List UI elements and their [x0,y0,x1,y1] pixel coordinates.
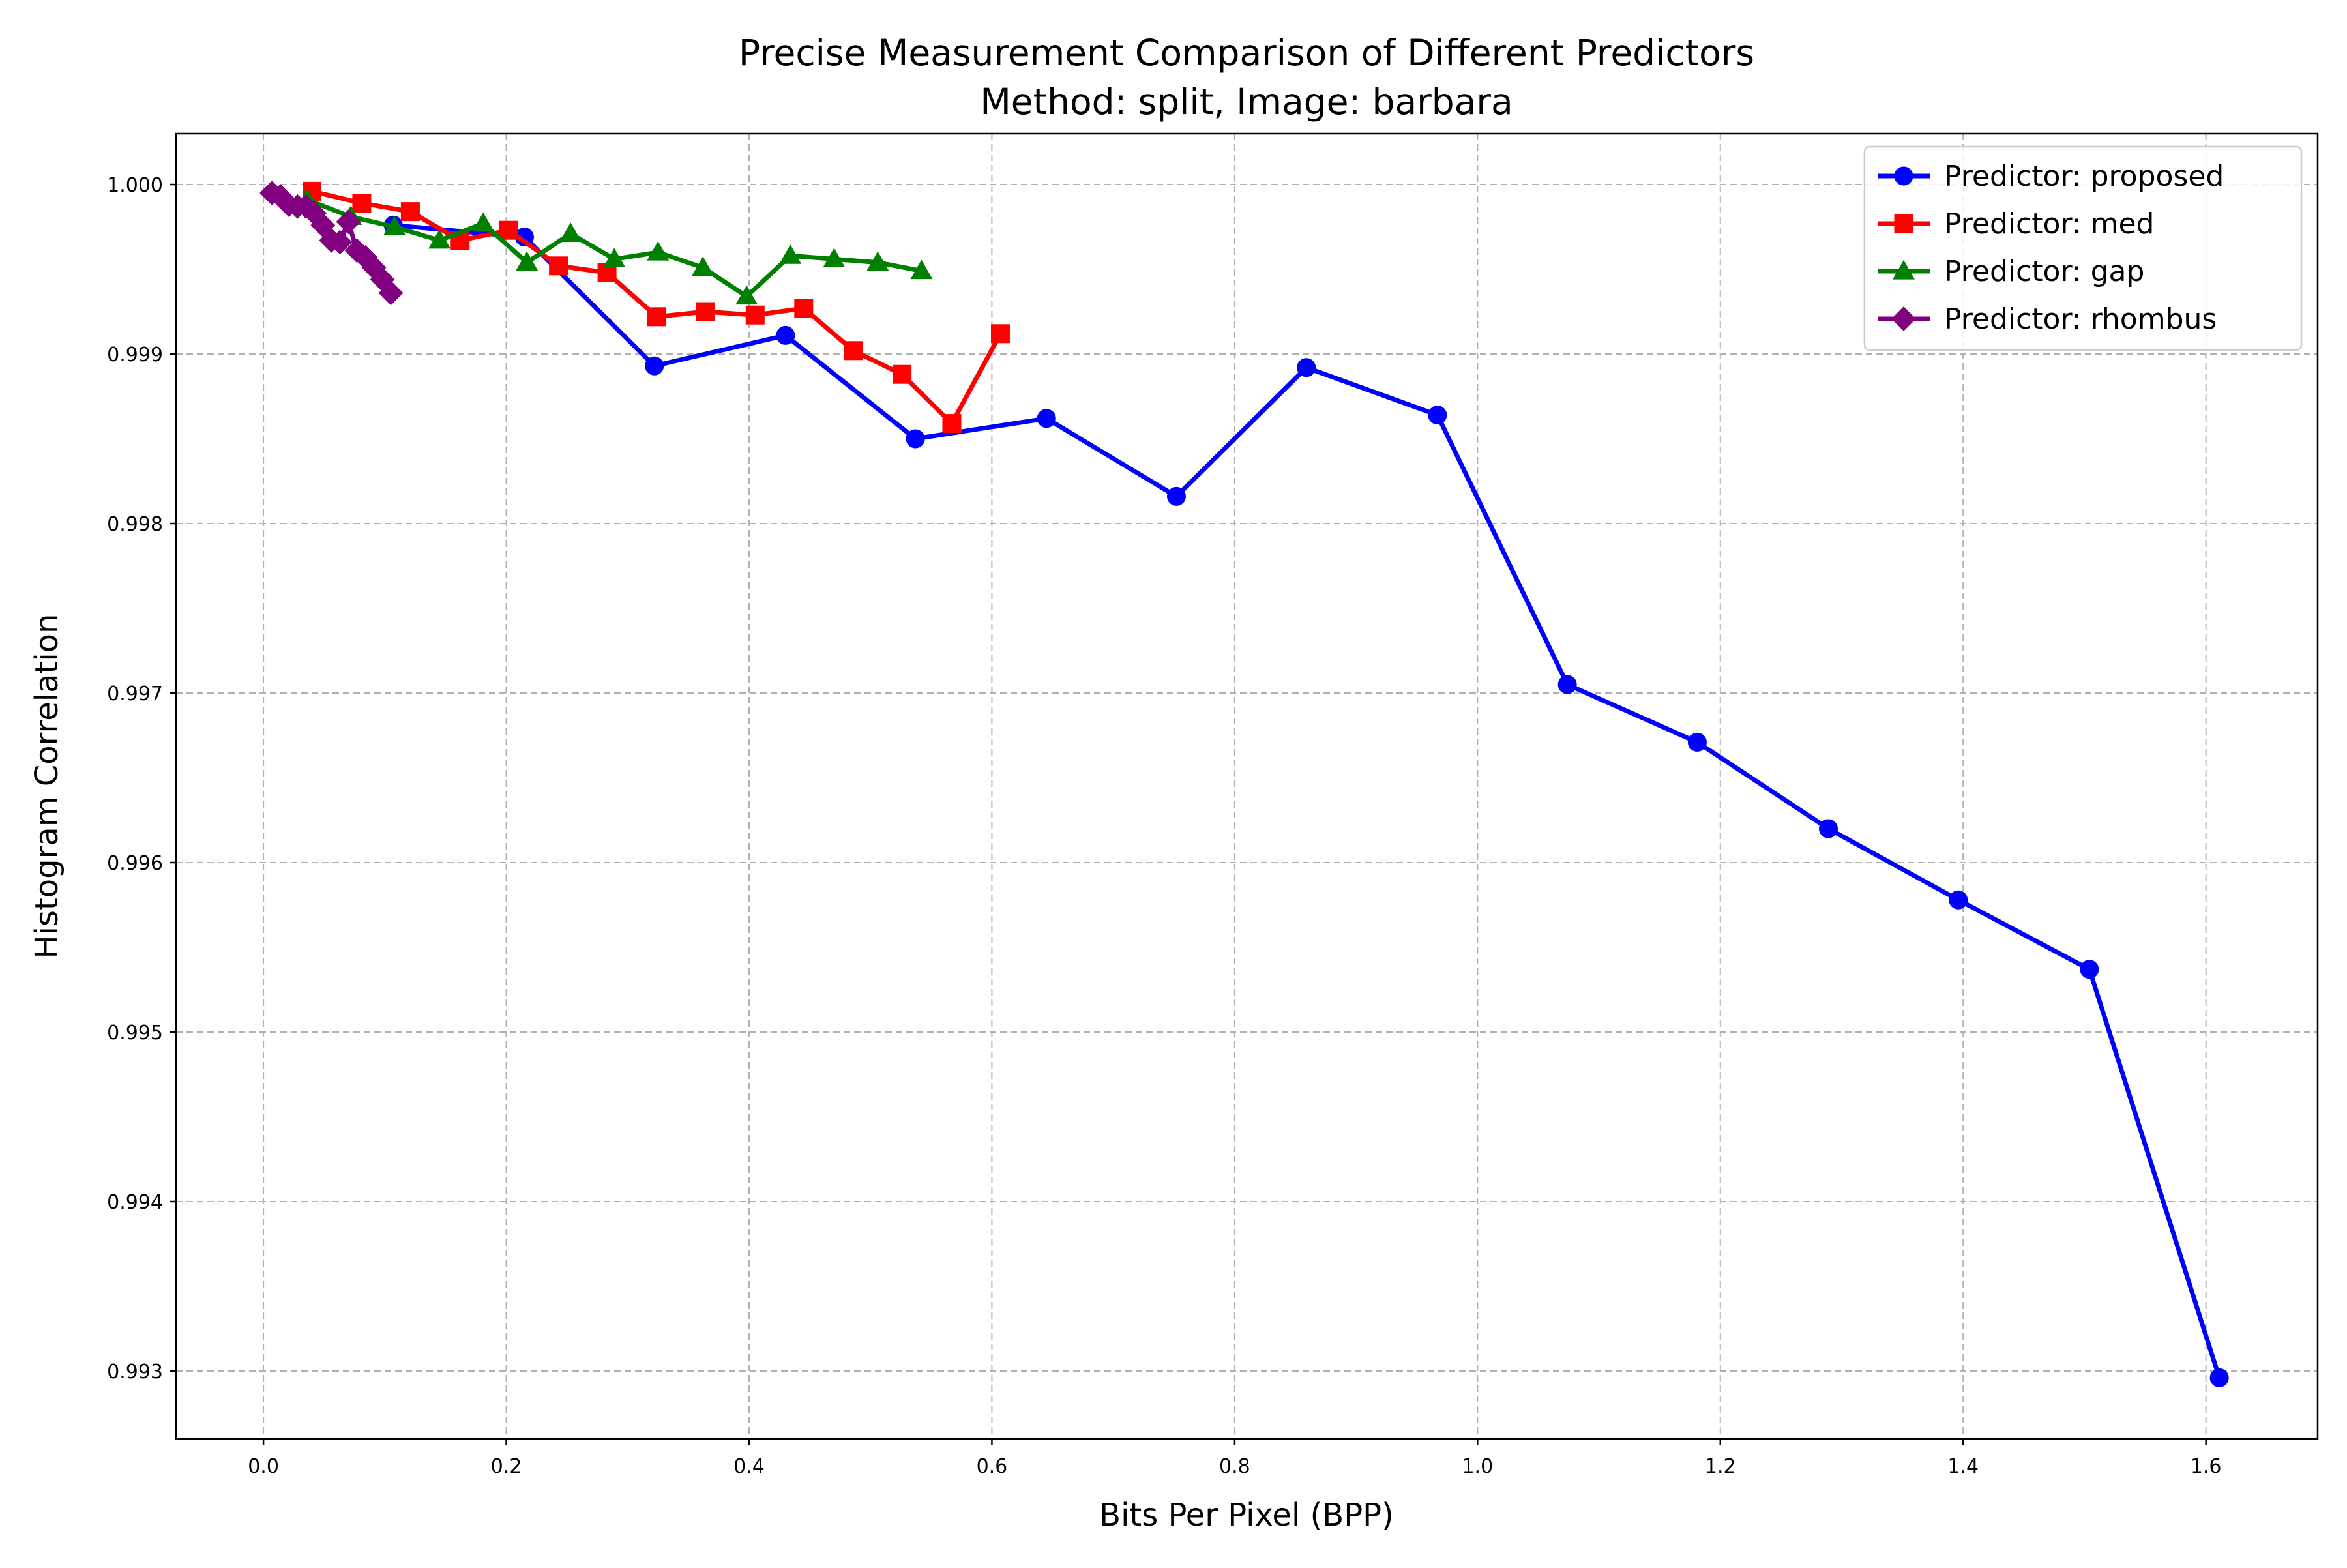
chart-subtitle: Method: split, Image: barbara [980,81,1513,123]
x-tick-label: 1.2 [1705,1455,1736,1478]
chart-title: Precise Measurement Comparison of Differ… [739,32,1754,74]
data-point-circle [1297,358,1316,377]
legend-label: Predictor: med [1944,207,2154,241]
data-point-square [844,341,863,361]
data-point-circle [1687,732,1707,752]
data-point-square [990,324,1010,344]
data-point-circle [645,356,664,376]
data-point-diamond [378,280,404,306]
x-tick-label: 0.2 [491,1455,522,1478]
x-tick-label: 1.6 [2191,1455,2222,1478]
data-point-square [893,364,912,384]
data-point-circle [776,325,795,345]
data-point-square [745,305,765,325]
data-point-triangle [823,248,846,267]
x-tick-label: 1.0 [1462,1455,1493,1478]
x-tick-label: 0.6 [977,1455,1008,1478]
series-rhombus [259,181,404,306]
y-tick-label: 0.995 [107,1022,163,1044]
data-point-square [499,220,518,240]
data-point-triangle [779,244,802,264]
series-proposed [383,215,2229,1387]
data-point-square [1894,214,1913,233]
data-point-triangle [383,215,406,235]
legend-box [1863,145,2303,351]
y-tick-label: 0.997 [107,683,163,705]
data-series [259,181,2229,1387]
data-point-circle [1037,409,1056,428]
data-point-circle [906,429,925,449]
legend-item: Predictor: rhombus [1878,303,2217,336]
y-axis-title: Histogram Correlation [29,614,65,959]
x-tick-label: 0.0 [248,1455,279,1478]
data-point-circle [1166,486,1186,506]
data-point-square [352,194,372,213]
data-point-triangle [428,229,451,249]
data-point-triangle [647,241,670,261]
data-point-diamond [327,229,353,255]
data-point-circle [2209,1368,2229,1387]
legend-items: Predictor: proposed Predictor: med Predict… [1878,160,2224,336]
x-axis-title: Bits Per Pixel (BPP) [1099,1497,1394,1533]
legend-item: Predictor: proposed [1878,160,2224,193]
legend-label: Predictor: gap [1944,255,2144,288]
y-tick-label: 0.996 [107,852,163,875]
data-point-circle [1894,166,1913,186]
x-tick-label: 1.4 [1947,1455,1979,1478]
data-point-triangle [603,248,626,267]
data-point-triangle [472,212,495,232]
data-point-triangle [866,251,889,271]
y-tick-label: 0.998 [107,513,163,536]
y-tick-label: 0.999 [107,344,163,366]
data-point-square [794,299,814,318]
data-point-circle [1428,406,1447,425]
axis-ticks: 0.0 0.2 0.4 0.6 0.8 1.0 1.2 1.4 1.6 0.993 0.994 0.9… [107,174,2221,1478]
y-tick-label: 0.993 [107,1361,163,1383]
data-point-circle [1819,819,1838,838]
legend-label: Predictor: rhombus [1944,303,2217,336]
series-med [303,181,1010,434]
y-tick-label: 1.000 [107,174,163,197]
x-tick-label: 0.4 [733,1455,765,1478]
data-point-triangle [910,259,933,280]
data-point-square [549,256,568,276]
data-point-square [942,414,962,434]
data-point-square [647,307,666,327]
legend-item: Predictor: med [1878,207,2154,241]
y-tick-label: 0.994 [107,1191,163,1214]
data-point-triangle [1893,259,1915,280]
data-point-triangle [735,285,758,305]
legend-label: Predictor: proposed [1944,160,2224,193]
data-point-circle [1557,675,1577,694]
data-point-diamond [1891,306,1916,331]
data-point-circle [2080,960,2099,979]
data-point-circle [1949,890,1968,910]
legend: Predictor: proposed Predictor: med Predict… [1863,145,2303,351]
data-point-triangle [559,222,582,242]
data-point-square [696,302,715,321]
plot-area [175,132,2319,1440]
data-point-square [400,202,420,222]
data-point-diamond [336,209,361,235]
legend-item: Predictor: gap [1878,255,2144,288]
data-point-triangle [516,251,539,271]
data-point-triangle [692,256,715,276]
grid [176,134,2318,1439]
x-tick-label: 0.8 [1219,1455,1250,1478]
